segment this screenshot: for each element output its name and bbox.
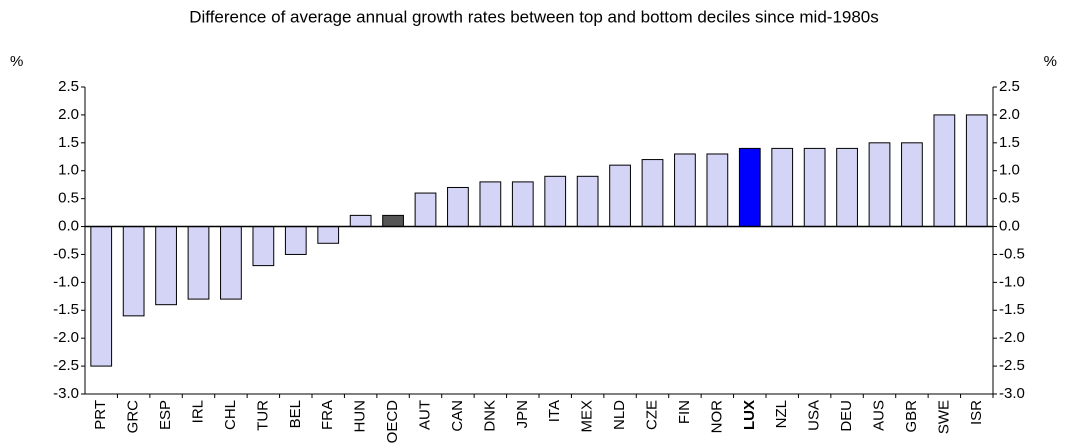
y-tick-label: 1.0	[58, 162, 79, 179]
bar	[349, 214, 372, 228]
y2-tick-label: -1.0	[999, 273, 1025, 290]
y2-tick-label: -2.0	[999, 329, 1025, 346]
bar	[122, 226, 145, 317]
bar	[90, 226, 113, 367]
y2-tick-label: 0.0	[999, 218, 1020, 235]
x-tick-label: IRL	[189, 400, 206, 423]
y2-tick-label: -3.0	[999, 385, 1025, 402]
bar	[511, 181, 534, 228]
y2-tick-label: -1.5	[999, 301, 1025, 318]
x-tick-label: BEL	[287, 400, 304, 428]
y-tick-label: -3.0	[53, 385, 79, 402]
bar	[641, 159, 664, 228]
y-tick-label: 1.5	[58, 134, 79, 151]
x-tick-label: JPN	[514, 400, 531, 428]
x-tick-label: HUN	[352, 400, 369, 433]
x-tick-label: FIN	[676, 400, 693, 424]
bar	[901, 142, 923, 228]
bar	[836, 147, 858, 228]
bar	[414, 192, 437, 228]
y2-tick-label: 2.0	[999, 106, 1020, 123]
bar	[576, 175, 599, 228]
x-tick-label: AUT	[416, 400, 433, 430]
y2-tick-label: 1.5	[999, 134, 1020, 151]
x-tick-label: LUX	[741, 400, 758, 430]
y-tick-label: 2.0	[58, 106, 79, 123]
x-tick-label: ISR	[968, 400, 985, 425]
y-tick-label: 0.0	[58, 218, 79, 235]
bar	[155, 226, 177, 306]
x-tick-label: MEX	[579, 400, 596, 433]
x-tick-label: SWE	[935, 400, 952, 434]
x-tick-label: DNK	[481, 400, 498, 432]
bar	[544, 175, 567, 228]
y2-tick-label: -2.5	[999, 357, 1025, 374]
y2-tick-label: 0.5	[999, 190, 1020, 207]
bar	[803, 147, 826, 228]
bar	[674, 153, 696, 228]
x-tick-label: ITA	[546, 400, 563, 422]
x-tick-label: TUR	[254, 400, 271, 431]
x-tick-label: GBR	[903, 400, 920, 433]
bar	[933, 114, 956, 228]
bar	[187, 226, 210, 300]
y-unit: %	[10, 53, 23, 70]
bar	[252, 226, 275, 267]
y-tick-label: -0.5	[53, 245, 79, 262]
x-tick-label: NZL	[773, 400, 790, 428]
x-tick-label: CHL	[222, 400, 239, 430]
x-tick-label: GRC	[125, 400, 142, 434]
x-tick-label: CAN	[449, 400, 466, 432]
bar	[479, 181, 502, 228]
bar	[771, 147, 794, 228]
bar	[284, 226, 307, 255]
x-tick-label: CZE	[643, 400, 660, 430]
bar	[868, 142, 891, 228]
y-tick-label: -1.5	[53, 301, 79, 318]
bar	[706, 153, 729, 228]
x-tick-label: AUS	[870, 400, 887, 431]
y2-unit: %	[1044, 53, 1057, 70]
bar	[317, 226, 340, 244]
bar	[738, 147, 761, 228]
y-tick-label: 0.5	[58, 190, 79, 207]
y-tick-label: -1.0	[53, 273, 79, 290]
chart-subtitle: Difference of average annual growth rate…	[189, 7, 879, 26]
x-tick-label: USA	[806, 400, 823, 431]
bar	[965, 114, 988, 228]
bar	[447, 186, 469, 228]
x-tick-label: OECD	[384, 400, 401, 444]
y-tick-label: -2.0	[53, 329, 79, 346]
x-tick-label: PRT	[92, 400, 109, 430]
x-tick-label: NOR	[708, 400, 725, 434]
y2-tick-label: 2.5	[999, 78, 1020, 95]
y2-tick-label: -0.5	[999, 245, 1025, 262]
x-tick-label: ESP	[157, 400, 174, 430]
x-tick-label: FRA	[319, 400, 336, 430]
bar	[220, 226, 242, 300]
y2-tick-label: 1.0	[999, 162, 1020, 179]
bar	[609, 164, 631, 228]
y-tick-label: 2.5	[58, 78, 79, 95]
bar	[382, 214, 404, 228]
y-tick-label: -2.5	[53, 357, 79, 374]
x-tick-label: NLD	[611, 400, 628, 430]
x-tick-label: DEU	[838, 400, 855, 432]
